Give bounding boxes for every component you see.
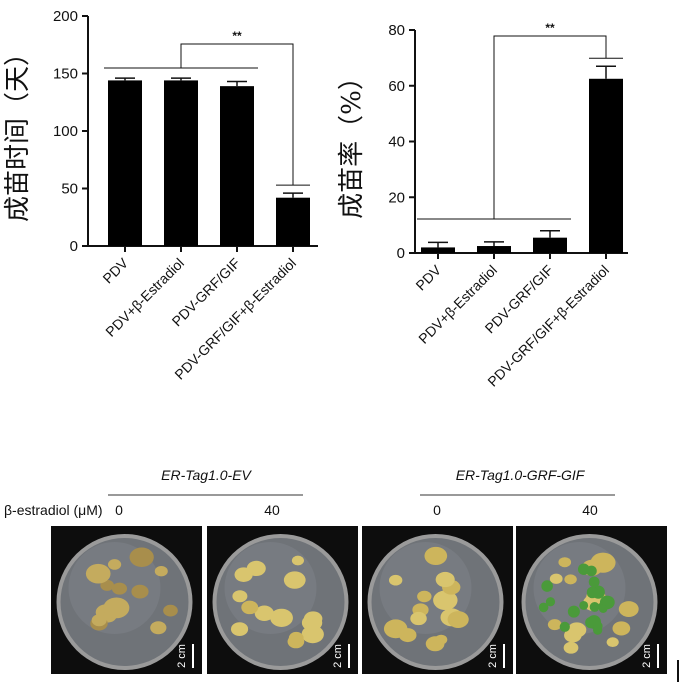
callus [154,566,168,577]
callus [606,637,619,647]
rate-bar-2 [477,246,511,253]
callus [612,621,631,636]
culture-plate-4: 2 cm [516,526,667,674]
time-y-tick-label: 100 [53,123,78,140]
rate-y-axis-label: 成苗率（%） [337,64,367,219]
callus [558,557,572,568]
callus [283,571,306,589]
callus [301,614,323,631]
callus [232,590,248,603]
time-y-tick-label: 150 [53,66,78,83]
callus [234,567,253,582]
time-y-tick-label: 0 [70,238,78,255]
callus [230,622,249,637]
time-category-label-1: PDV [99,254,131,286]
callus [163,604,178,617]
time-y-tick-label: 200 [53,8,78,25]
photo-panel-header: ER-Tag1.0-EV ER-Tag1.0-GRF-GIF β-estradi… [4,467,615,518]
rate-y-tick-label: 20 [388,189,405,206]
time-bar-4 [276,197,310,246]
callus [410,611,427,626]
callus [85,563,111,584]
callus [618,601,639,618]
shoot-leaf [593,621,603,631]
rate-y-tick-label: 60 [388,78,405,95]
rate-bar-3 [533,237,567,253]
callus [150,621,167,635]
callus [129,547,154,567]
callus [435,571,455,588]
culture-plate-3: 2 cm [362,526,513,674]
time-y-tick-label: 50 [61,181,78,198]
rate-significance-bracket [493,35,607,219]
callus [287,634,305,649]
callus [388,574,403,586]
callus [447,611,469,628]
time-significance-bracket [180,43,294,186]
callus [563,641,579,654]
callus [424,546,448,566]
time-significance-label: ** [232,29,242,43]
rate-bar-1 [421,247,455,253]
group-label-grf-gif: ER-Tag1.0-GRF-GIF [456,467,586,483]
rate-bar-4 [589,78,623,253]
shoot-leaf [588,576,600,588]
shoot-leaf [567,605,580,618]
callus [131,584,149,599]
callus [567,622,587,638]
rate-category-label-1: PDV [412,261,444,293]
time-bar-1 [108,80,142,247]
culture-plate-1: 2 cm [51,526,202,674]
callus [433,590,458,611]
callus [107,559,122,570]
treatment-label: β-estradiol (μM) [4,502,103,518]
callus [590,552,616,573]
concentration-4: 40 [582,502,598,518]
chart-seedling-rate: 020406080成苗率（%）PDVPDV+β-EstradiolPDV-GRF… [337,21,628,390]
callus [291,555,304,566]
culture-plates: 2 cm 2 cm 2 cm 2 cm [51,526,667,674]
group-label-ev: ER-Tag1.0-EV [161,467,252,483]
shoot-leaf [579,601,589,610]
rate-y-tick-label: 40 [388,134,405,151]
callus [100,579,115,591]
shoot-leaf [559,621,570,632]
time-bar-2 [164,80,198,247]
callus [425,636,445,652]
callus [91,614,107,627]
scale-bar-label: 2 cm [176,644,188,668]
scale-bar-label: 2 cm [332,644,344,668]
callus [549,573,563,584]
callus [241,600,259,615]
time-bar-3 [220,86,254,247]
concentration-2: 40 [264,502,280,518]
rate-y-tick-label: 0 [397,245,405,262]
shoot-leaf [545,597,556,607]
callus [103,597,130,619]
callus [383,619,408,639]
callus [254,605,274,621]
scale-bar-label: 2 cm [641,644,653,668]
concentration-3: 0 [433,502,441,518]
shoot-leaf [541,580,553,592]
shoot-leaf [586,586,599,599]
rate-y-tick-label: 80 [388,22,405,39]
scale-bar-label: 2 cm [487,644,499,668]
rate-significance-label: ** [545,21,555,35]
callus [111,582,128,595]
callus [564,574,577,585]
shoot-leaf [598,604,608,614]
concentration-1: 0 [115,502,123,518]
callus [417,590,432,603]
chart-seedling-time: 050100150200成苗时间（天）PDVPDV+β-EstradiolPDV… [3,8,318,383]
callus [270,608,293,627]
shoot-leaf [577,563,590,575]
callus [547,619,562,631]
time-y-axis-label: 成苗时间（天） [3,40,33,222]
shoot-leaf [589,601,600,612]
culture-plate-2: 2 cm [207,526,358,674]
shoot-leaf [538,602,549,613]
